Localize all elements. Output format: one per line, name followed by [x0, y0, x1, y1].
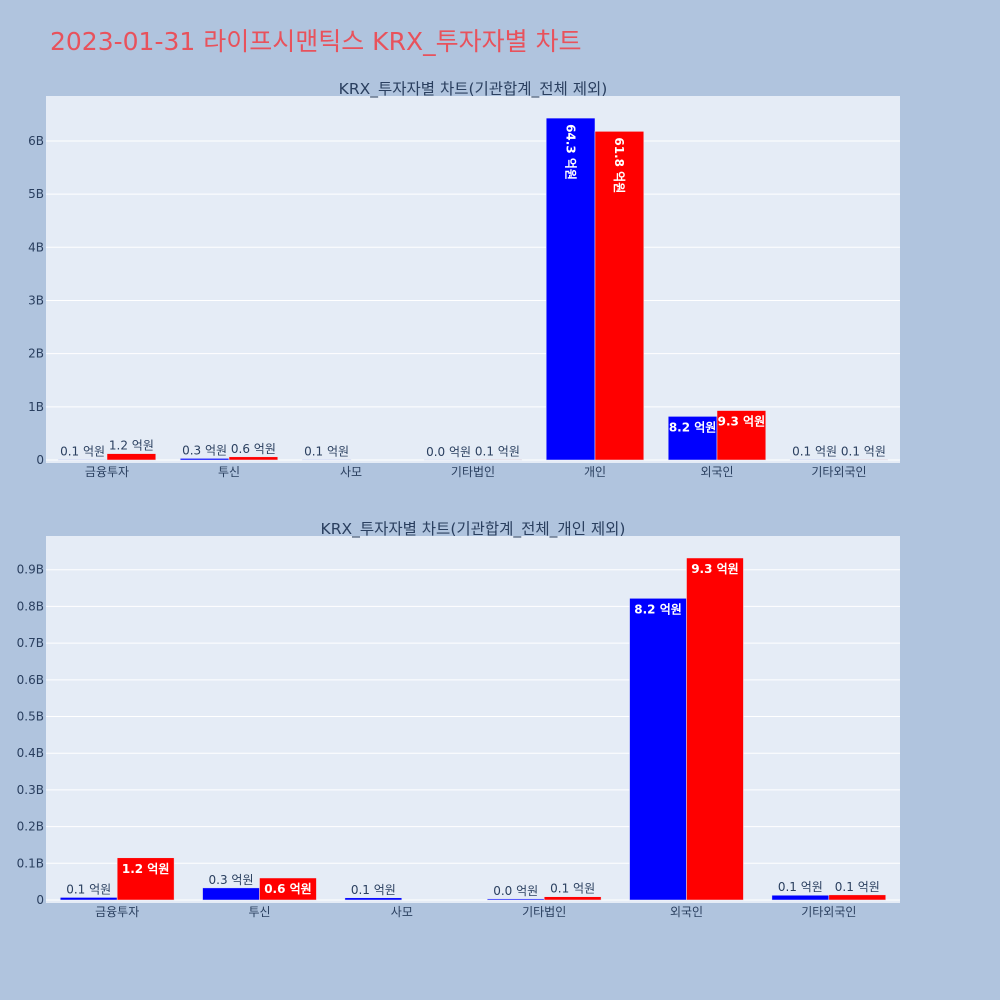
x-tick-label: 사모 — [391, 905, 413, 919]
bar — [57, 459, 108, 461]
bar — [301, 459, 352, 461]
x-tick-label: 개인 — [584, 465, 606, 479]
plot-area — [46, 536, 900, 903]
data-label: 0.1 억원 — [550, 882, 595, 896]
chart-subtitle: KRX_투자자별 차트(기관합계_전체 제외) — [339, 80, 608, 99]
x-tick-label: 투신 — [248, 905, 270, 919]
y-tick-label: 0 — [36, 893, 44, 907]
chart-panel-1: 0 1B 2B 3B 4B 5B 6B KRX_투자자별 차트(기관합계_전체 제외) 금융투자… — [28, 80, 900, 479]
data-label: 0.6 억원 — [264, 882, 312, 896]
data-label: 0.1 억원 — [841, 444, 886, 458]
y-tick-label: 0 — [36, 453, 44, 467]
plot-area — [46, 96, 900, 463]
bar — [771, 894, 830, 901]
bar — [202, 887, 260, 901]
y-tick-label: 0.8B — [17, 599, 44, 613]
data-label: 0.3 억원 — [209, 873, 254, 887]
y-tick-label: 5B — [28, 187, 44, 201]
x-tick-label: 기타외국인 — [811, 465, 866, 479]
data-label: 0.1 억원 — [792, 444, 837, 458]
data-label: 0.3 억원 — [182, 443, 227, 457]
data-label: 0.0 억원 — [426, 445, 471, 459]
data-label: 0.1 억원 — [351, 883, 396, 897]
data-label: 0.1 억원 — [835, 880, 880, 894]
y-tick-label: 2B — [28, 347, 44, 361]
data-label: 64.3 억원 — [563, 124, 577, 180]
bar — [629, 598, 687, 901]
bar — [228, 456, 279, 461]
y-tick-label: 0.7B — [17, 636, 44, 650]
bar — [116, 857, 175, 901]
y-tick-label: 3B — [28, 293, 44, 307]
bar — [545, 117, 596, 461]
bar — [472, 459, 523, 461]
y-tick-label: 6B — [28, 134, 44, 148]
bar — [543, 896, 602, 901]
bar — [259, 877, 317, 901]
bar — [838, 459, 889, 461]
bar — [59, 897, 118, 901]
y-tick-label: 0.4B — [17, 746, 44, 760]
data-label: 8.2 억원 — [634, 602, 682, 616]
bar — [686, 557, 744, 901]
x-tick-label: 투신 — [218, 465, 240, 479]
y-tick-label: 1B — [28, 400, 44, 414]
x-tick-label: 금융투자 — [85, 465, 129, 479]
x-tick-label: 기타외국인 — [801, 905, 856, 919]
data-label: 0.1 억원 — [475, 444, 520, 458]
x-tick-label: 외국인 — [670, 905, 703, 919]
y-tick-label: 4B — [28, 240, 44, 254]
y-tick-label: 0.9B — [17, 563, 44, 577]
y-tick-label: 0.3B — [17, 783, 44, 797]
bar — [789, 459, 840, 461]
bar — [716, 410, 767, 461]
x-tick-label: 기타법인 — [451, 465, 495, 479]
bar — [828, 894, 887, 901]
data-label: 9.3 억원 — [718, 415, 766, 429]
data-label: 0.6 억원 — [231, 442, 276, 456]
y-tick-label: 0.6B — [17, 673, 44, 687]
data-label: 0.1 억원 — [304, 444, 349, 458]
chart-panel-2: 0 0.1B 0.2B 0.3B 0.4B 0.5B 0.6B 0.7B 0.8B 0.9B KRX… — [17, 520, 900, 919]
chart-subtitle: KRX_투자자별 차트(기관합계_전체_개인 제외) — [321, 520, 626, 539]
bar — [179, 458, 230, 461]
data-label: 1.2 억원 — [109, 439, 154, 453]
data-label: 0.1 억원 — [778, 880, 823, 894]
bar — [106, 453, 157, 461]
page-title: 2023-01-31 라이프시맨틱스 KRX_투자자별 차트 — [50, 27, 582, 56]
data-label: 8.2 억원 — [669, 420, 717, 434]
x-tick-label: 외국인 — [700, 465, 733, 479]
bar — [594, 131, 645, 461]
x-tick-label: 금융투자 — [95, 905, 139, 919]
bar — [667, 416, 718, 461]
data-label: 0.1 억원 — [66, 882, 111, 896]
bar — [344, 897, 403, 901]
data-label: 9.3 억원 — [691, 562, 739, 576]
data-label: 61.8 억원 — [612, 137, 626, 193]
y-tick-label: 0.5B — [17, 710, 44, 724]
y-tick-label: 0.1B — [17, 856, 44, 870]
x-tick-label: 기타법인 — [522, 905, 566, 919]
data-label: 0.0 억원 — [493, 884, 538, 898]
data-label: 1.2 억원 — [122, 862, 170, 876]
bar — [486, 898, 545, 901]
x-tick-label: 사모 — [340, 465, 362, 479]
y-tick-label: 0.2B — [17, 820, 44, 834]
data-label: 0.1 억원 — [60, 444, 105, 458]
